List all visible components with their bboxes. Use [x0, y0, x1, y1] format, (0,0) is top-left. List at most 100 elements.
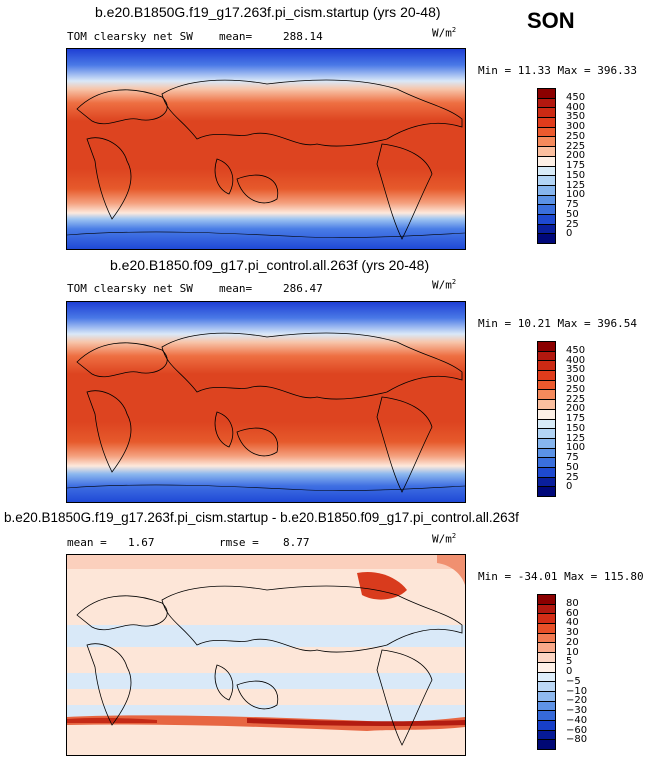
colorbar-swatch — [538, 643, 555, 654]
colorbar-swatch — [538, 711, 555, 721]
colorbar-swatch — [538, 624, 555, 634]
colorbar-tick-label: 150 — [566, 422, 586, 434]
colorbar-tick-label: −60 — [566, 724, 588, 736]
colorbar-tick-label: 10 — [566, 646, 579, 658]
colorbar-tick-label: 80 — [566, 597, 579, 609]
panel1-colorbar — [537, 88, 556, 244]
colorbar-swatch — [538, 740, 555, 749]
panel2-colorbar — [537, 341, 556, 497]
panel1-mean-label: mean= — [219, 30, 253, 43]
colorbar-tick-label: 50 — [566, 208, 579, 220]
colorbar-swatch — [538, 214, 555, 225]
panel2-colorbar-labels: 450 400 350 300 250 225 200 175 150 125 100 75 50 25 0 — [566, 341, 606, 497]
colorbar-tick-label: 150 — [566, 169, 586, 181]
colorbar-tick-label: −5 — [566, 675, 581, 687]
colorbar-swatch — [538, 89, 555, 99]
colorbar-tick-label: 60 — [566, 607, 579, 619]
colorbar-tick-label: 50 — [566, 461, 579, 473]
colorbar-swatch — [538, 361, 555, 372]
colorbar-tick-label: 25 — [566, 218, 579, 230]
colorbar-swatch — [538, 98, 555, 109]
colorbar-tick-label: 250 — [566, 383, 586, 395]
colorbar-swatch — [538, 234, 555, 243]
colorbar-swatch — [538, 118, 555, 128]
colorbar-swatch — [538, 419, 555, 430]
colorbar-tick-label: 20 — [566, 636, 579, 648]
colorbar-swatch — [538, 380, 555, 391]
colorbar-swatch — [538, 682, 555, 692]
colorbar-tick-label: 200 — [566, 150, 586, 162]
panel1-colorbar-labels: 450 400 350 300 250 225 200 175 150 125 100 75 50 25 0 — [566, 88, 606, 244]
colorbar-tick-label: 350 — [566, 111, 586, 123]
panel1-map — [66, 48, 466, 250]
colorbar-tick-label: 250 — [566, 130, 586, 142]
panel3-colorbar-labels: 80 60 40 30 20 10 5 0 −5 −10 −20 −30 −40 −60 −80 — [566, 594, 606, 750]
colorbar-tick-label: 0 — [566, 481, 573, 493]
panel2-minmax: Min = 10.21 Max = 396.54 — [478, 317, 637, 330]
colorbar-swatch — [538, 351, 555, 362]
panel2-title: b.e20.B1850.f09_g17.pi_control.all.263f … — [110, 257, 430, 273]
panel2-variable: TOM clearsky net SW — [67, 282, 193, 295]
colorbar-tick-label: 75 — [566, 452, 579, 463]
colorbar-swatch — [538, 185, 555, 196]
colorbar-tick-label: 125 — [566, 432, 586, 444]
colorbar-tick-label: 40 — [566, 617, 579, 629]
colorbar-tick-label: 125 — [566, 179, 586, 191]
season-label: SON — [527, 8, 575, 33]
colorbar-tick-label: 300 — [566, 121, 586, 132]
colorbar-swatch — [538, 467, 555, 478]
colorbar-swatch — [538, 205, 555, 215]
colorbar-swatch — [538, 458, 555, 468]
colorbar-tick-label: 200 — [566, 403, 586, 415]
colorbar-swatch — [538, 156, 555, 167]
colorbar-tick-label: 400 — [566, 354, 586, 366]
colorbar-tick-label: 450 — [566, 91, 586, 103]
colorbar-tick-label: 350 — [566, 364, 586, 376]
colorbar-tick-label: 225 — [566, 393, 586, 405]
colorbar-swatch — [538, 371, 555, 381]
colorbar-swatch — [538, 137, 555, 148]
colorbar-swatch — [538, 633, 555, 644]
panel3-rmse-label: rmse = — [219, 536, 259, 549]
colorbar-swatch — [538, 672, 555, 683]
colorbar-tick-label: 450 — [566, 344, 586, 356]
colorbar-tick-label: 100 — [566, 189, 586, 201]
colorbar-tick-label: −40 — [566, 714, 588, 726]
colorbar-swatch — [538, 176, 555, 186]
colorbar-tick-label: −10 — [566, 685, 588, 697]
colorbar-tick-label: 0 — [566, 228, 573, 240]
colorbar-swatch — [538, 390, 555, 401]
panel1-minmax: Min = 11.33 Max = 396.33 — [478, 64, 637, 77]
colorbar-swatch — [538, 108, 555, 119]
colorbar-tick-label: 30 — [566, 627, 579, 638]
colorbar-tick-label: 225 — [566, 140, 586, 152]
colorbar-tick-label: 400 — [566, 101, 586, 113]
panel3-title: b.e20.B1850G.f19_g17.263f.pi_cism.startu… — [4, 510, 519, 525]
panel3-units: W/m2 — [432, 532, 457, 546]
colorbar-swatch — [538, 409, 555, 420]
colorbar-tick-label: 175 — [566, 413, 586, 424]
colorbar-tick-label: 300 — [566, 374, 586, 385]
panel3-mean-label: mean = — [67, 536, 107, 549]
colorbar-swatch — [538, 720, 555, 731]
colorbar-swatch — [538, 224, 555, 235]
colorbar-swatch — [538, 448, 555, 459]
panel2-units: W/m2 — [432, 278, 457, 292]
colorbar-swatch — [538, 195, 555, 206]
colorbar-swatch — [538, 691, 555, 702]
colorbar-swatch — [538, 595, 555, 605]
colorbar-tick-label: 25 — [566, 471, 579, 483]
panel3-mean-value: 1.67 — [128, 536, 155, 549]
panel2-mean-label: mean= — [219, 282, 253, 295]
colorbar-swatch — [538, 701, 555, 712]
colorbar-swatch — [538, 342, 555, 352]
colorbar-swatch — [538, 438, 555, 449]
colorbar-swatch — [538, 730, 555, 741]
colorbar-swatch — [538, 429, 555, 439]
panel1-mean-value: 288.14 — [283, 30, 323, 43]
colorbar-swatch — [538, 662, 555, 673]
panel3-colorbar — [537, 594, 556, 750]
panel1-title: b.e20.B1850G.f19_g17.263f.pi_cism.startu… — [95, 4, 441, 20]
panel2-mean-value: 286.47 — [283, 282, 323, 295]
colorbar-tick-label: 175 — [566, 160, 586, 171]
